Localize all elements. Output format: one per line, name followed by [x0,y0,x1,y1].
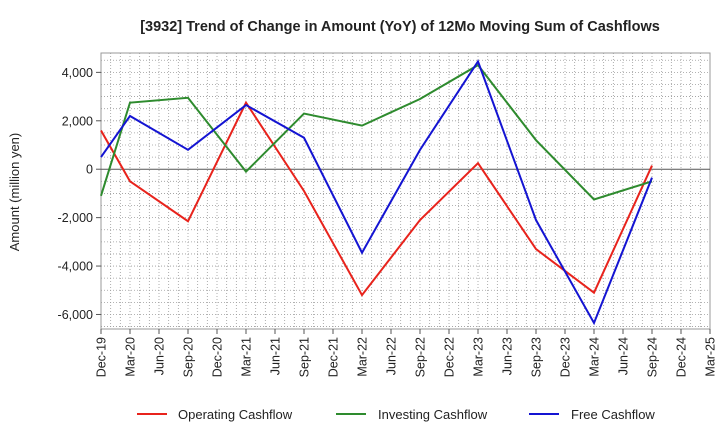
series-line-investing-cashflow [100,63,653,201]
x-tick-label: Dec-21 [327,337,341,377]
x-tick-label: Dec-19 [95,337,109,377]
legend: Operating Cashflow Investing Cashflow Free… [137,407,655,422]
series-line-operating-cashflow [100,100,653,297]
y-axis-label: Amount (million yen) [7,133,22,252]
legend-label: Free Cashflow [571,407,655,422]
x-tick-label: Sep-24 [646,337,660,377]
x-tick-label: Sep-22 [414,337,428,377]
y-axis-ticks: 4,000 2,000 0 -2,000 -4,000 -6,000 [58,66,101,322]
grid [101,53,710,329]
x-tick-label: Jun-20 [153,337,167,375]
chart-title: [3932] Trend of Change in Amount (YoY) o… [140,19,660,35]
y-tick-label: -4,000 [58,260,93,274]
x-tick-label: Mar-25 [704,337,718,377]
x-tick-label: Jun-24 [617,337,631,375]
x-tick-label: Mar-22 [356,337,370,377]
x-tick-label: Jun-23 [501,337,515,375]
x-tick-label: Dec-24 [675,337,689,377]
series-lines [100,59,653,326]
x-tick-label: Mar-24 [588,337,602,377]
x-tick-label: Dec-22 [443,337,457,377]
y-tick-label: -2,000 [58,211,93,225]
y-tick-label: -6,000 [58,308,93,322]
series-line-free-cashflow [100,59,653,326]
x-tick-label: Mar-23 [472,337,486,377]
x-axis-ticks: Dec-19 Mar-20 Jun-20 Sep-20 Dec-20 Mar-21 Jun-… [95,329,718,377]
x-tick-label: Mar-20 [124,337,138,377]
x-tick-label: Dec-20 [211,337,225,377]
y-tick-label: 4,000 [62,66,93,80]
x-tick-label: Mar-21 [240,337,254,377]
legend-label: Investing Cashflow [378,407,488,422]
x-tick-label: Sep-20 [182,337,196,377]
y-tick-label: 0 [86,163,93,177]
x-tick-label: Jun-21 [269,337,283,375]
x-tick-label: Jun-22 [385,337,399,375]
legend-label: Operating Cashflow [178,407,293,422]
x-tick-label: Dec-23 [559,337,573,377]
x-tick-label: Sep-21 [298,337,312,377]
x-tick-label: Sep-23 [530,337,544,377]
y-tick-label: 2,000 [62,114,93,128]
